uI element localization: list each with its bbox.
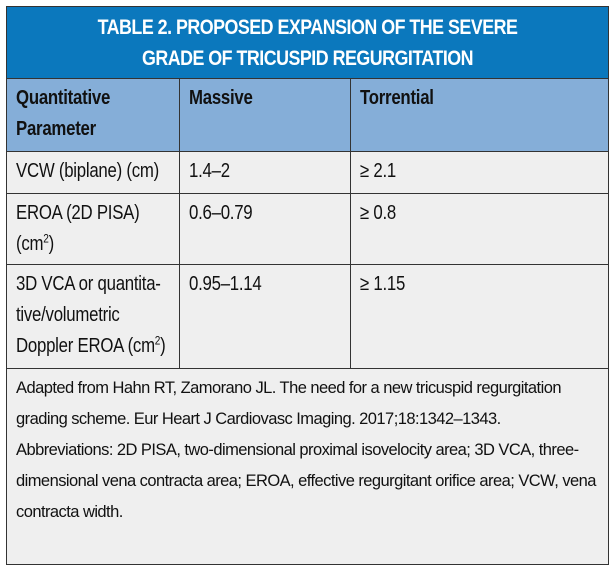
superscript: 2	[43, 231, 49, 246]
header-torrential: Torrential	[350, 79, 608, 151]
torrential-cell: ≥ 2.1	[350, 152, 608, 193]
massive-cell: 0.95–1.14	[179, 265, 350, 368]
header-parameter-text: Quantitative Parameter	[16, 87, 111, 140]
header-row: Quantitative Parameter Massive Torrentia…	[7, 78, 608, 151]
header-parameter: Quantitative Parameter	[7, 79, 179, 151]
table-row: 3D VCA or quantita- tive/volumetric Dopp…	[7, 264, 608, 368]
massive-cell: 0.6–0.79	[179, 194, 350, 264]
torrential-text: ≥ 0.8	[360, 202, 396, 224]
header-massive-text: Massive	[189, 87, 253, 109]
table-2: TABLE 2. PROPOSED EXPANSION OF THE SEVER…	[6, 6, 609, 565]
massive-text: 0.6–0.79	[189, 202, 253, 224]
table-row: EROA (2D PISA) (cm2) 0.6–0.79 ≥ 0.8	[7, 193, 608, 264]
param-text: VCW (biplane) (cm)	[16, 160, 159, 182]
parameter-cell: VCW (biplane) (cm)	[7, 152, 179, 193]
param-wrap: EROA (2D PISA) (cm2)	[16, 198, 140, 260]
param-end: )	[48, 233, 55, 255]
table-title: TABLE 2. PROPOSED EXPANSION OF THE SEVER…	[7, 7, 608, 78]
header-massive: Massive	[179, 79, 350, 151]
abbreviations-note: Abbreviations: 2D PISA, two-dimensional …	[16, 441, 596, 521]
superscript: 2	[154, 333, 161, 348]
header-torrential-text: Torrential	[360, 87, 434, 109]
torrential-cell: ≥ 1.15	[350, 265, 608, 368]
massive-text: 0.95–1.14	[189, 273, 262, 295]
torrential-text: ≥ 2.1	[360, 160, 396, 182]
param-end: )	[160, 335, 166, 357]
title-line-2: GRADE OF TRICUSPID REGURGITATION	[141, 47, 474, 70]
table-footnote: Adapted from Hahn RT, Zamorano JL. The n…	[7, 368, 608, 564]
source-note: Adapted from Hahn RT, Zamorano JL. The n…	[16, 379, 562, 428]
table-row: VCW (biplane) (cm) 1.4–2 ≥ 2.1	[7, 151, 608, 193]
massive-text: 1.4–2	[189, 160, 230, 182]
param-text: EROA (2D PISA) (cm	[16, 202, 140, 255]
title-line-1: TABLE 2. PROPOSED EXPANSION OF THE SEVER…	[97, 16, 518, 39]
torrential-cell: ≥ 0.8	[350, 194, 608, 264]
param-wrap: 3D VCA or quantita- tive/volumetric Dopp…	[16, 269, 166, 362]
torrential-text: ≥ 1.15	[360, 273, 406, 295]
parameter-cell: EROA (2D PISA) (cm2)	[7, 194, 179, 264]
massive-cell: 1.4–2	[179, 152, 350, 193]
param-text: 3D VCA or quantita- tive/volumetric Dopp…	[16, 273, 161, 357]
parameter-cell: 3D VCA or quantita- tive/volumetric Dopp…	[7, 265, 179, 368]
